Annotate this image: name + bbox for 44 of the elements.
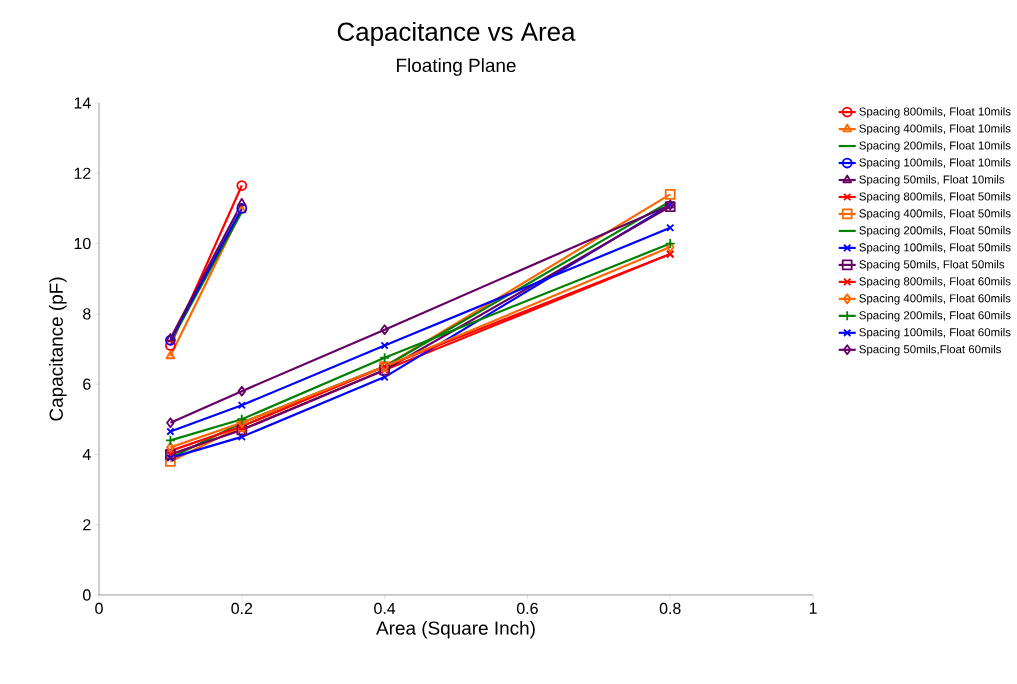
point (237, 385, 247, 397)
x-tick-label: 0.6 (516, 602, 538, 615)
point (380, 341, 389, 350)
legend-label: Spacing 200mils, Float 60mils (859, 310, 1011, 322)
x-tick-label: 1 (809, 602, 817, 614)
legend-label: Spacing 800mils, Float 50mils (859, 192, 1011, 203)
legend-label: Spacing 50mils, Float 50mils (859, 260, 1005, 271)
legend-label: Spacing 200mils, Float 10mils (859, 141, 1011, 152)
y-tick-label: 12 (74, 167, 91, 179)
y-tick-label: 4 (82, 448, 91, 460)
legend-label: Spacing 100mils, Float 50mils (859, 243, 1011, 254)
point (236, 180, 248, 191)
y-tick-label: 10 (74, 237, 91, 250)
point (166, 417, 175, 429)
chart-subtitle: Floating Plane (397, 58, 516, 76)
point (664, 188, 676, 200)
legend-label: Spacing 800mils, Float 60mils (859, 276, 1011, 288)
x-tick-label: 0.4 (374, 602, 396, 615)
y-tick-label: 2 (83, 519, 91, 531)
legend-label: Spacing 400mils, Float 60mils (859, 293, 1011, 305)
legend-label: Spacing 200mils, Float 50mils (859, 226, 1011, 237)
point (379, 352, 390, 364)
chart-title: Capacitance vs Area (337, 21, 576, 47)
legend-label: Spacing 50mils, Float 10mils (859, 175, 1005, 186)
legend-label: Spacing 800mils, Float 10mils (859, 107, 1011, 118)
point (166, 427, 175, 436)
x-axis-title: Area (Square Inch) (376, 620, 535, 639)
legend-label: Spacing 400mils, Float 10mils (859, 124, 1011, 135)
x-tick-label: 0 (95, 602, 103, 615)
y-axis-title: Capacitance (pF) (49, 277, 67, 421)
legend-label: Spacing 100mils, Float 10mils (859, 158, 1011, 169)
y-tick-label: 0 (83, 589, 91, 601)
y-tick-label: 8 (83, 308, 91, 320)
y-tick-label: 6 (83, 378, 91, 390)
point (236, 413, 248, 425)
x-tick-label: 0.8 (659, 602, 681, 615)
legend-label: Spacing 100mils, Float 60mils (859, 327, 1011, 339)
point (165, 456, 176, 467)
point (665, 241, 675, 253)
x-tick-label: 0.2 (231, 602, 253, 615)
legend-label: Spacing 400mils, Float 50mils (859, 209, 1011, 220)
point (380, 324, 389, 336)
legend-label: Spacing 50mils,Float 60mils (859, 344, 1001, 356)
y-tick-label: 14 (74, 97, 91, 109)
